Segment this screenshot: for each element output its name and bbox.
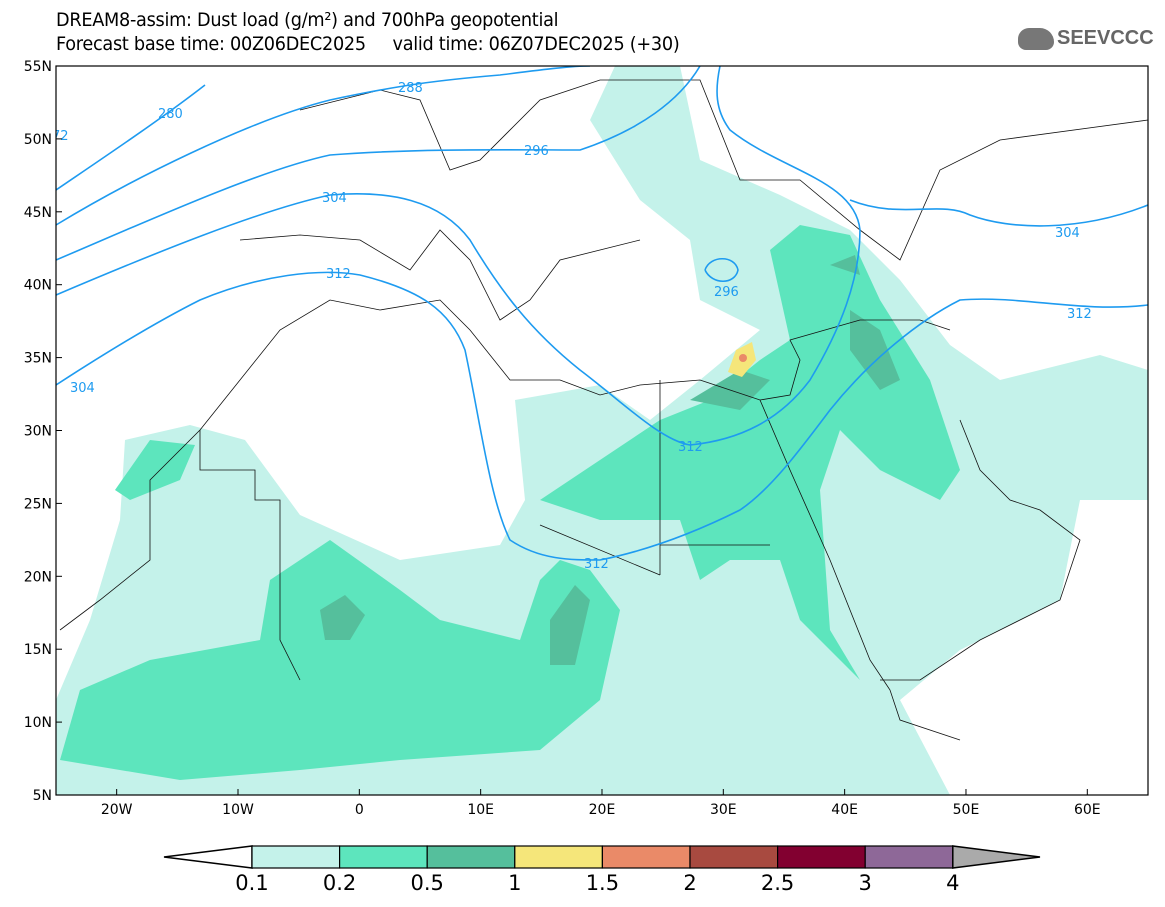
contour-label: 72 <box>52 129 69 144</box>
colorbar-label: 1 <box>508 871 522 895</box>
longitude-label: 50E <box>953 802 980 818</box>
contour-label: 296 <box>524 144 549 159</box>
colorbar-under-arrow <box>163 845 253 869</box>
contour-label: 312 <box>584 557 609 572</box>
colorbar-label: 3 <box>858 871 872 895</box>
longitude-label: 40E <box>831 802 858 818</box>
colorbar-label: 0.2 <box>322 871 357 895</box>
contour-labels: 280 288 296 304 312 312 296 304 312 312 … <box>52 81 1092 572</box>
colorbar <box>163 845 1041 869</box>
colorbar-label: 1.5 <box>585 871 620 895</box>
contour-label: 312 <box>326 267 351 282</box>
latitude-label: 40N <box>24 278 52 294</box>
longitude-label: 20W <box>101 802 133 818</box>
colorbar-label: 2.5 <box>760 871 795 895</box>
dust-level-1.5 <box>739 354 747 362</box>
latitude-label: 35N <box>24 351 52 367</box>
latitude-label: 55N <box>24 59 52 75</box>
geopotential-contours <box>56 66 1148 561</box>
contour-label: 280 <box>158 107 183 122</box>
contour-label: 312 <box>678 440 703 455</box>
longitude-labels: 20W 10W 0 10E 20E 30E 40E 50E 60E <box>101 789 1101 818</box>
seevccc-logo: SEEVCCC <box>1018 27 1154 50</box>
longitude-label: 0 <box>355 802 364 818</box>
contour-label: 304 <box>1055 226 1080 241</box>
latitude-label: 50N <box>24 132 52 148</box>
latitude-label: 45N <box>24 205 52 221</box>
latitude-label: 30N <box>24 424 52 440</box>
longitude-label: 20E <box>589 802 616 818</box>
longitude-label: 30E <box>710 802 737 818</box>
dust-level-0.2 <box>60 225 960 780</box>
latitude-label: 10N <box>24 715 52 731</box>
map-title: DREAM8-assim: Dust load (g/m²) and 700hP… <box>56 9 559 31</box>
colorbar-label: 0.1 <box>235 871 269 895</box>
logo-text: SEEVCCC <box>1057 27 1154 49</box>
colorbar-segment <box>601 845 691 869</box>
coastlines <box>59 79 1148 741</box>
colorbar-segment <box>339 845 428 869</box>
dust-field: 280 288 296 304 312 312 296 304 312 312 … <box>52 66 1148 795</box>
contour-label: 296 <box>714 285 739 300</box>
colorbar-segment <box>514 845 603 869</box>
colorbar-segment <box>426 845 516 869</box>
contour-label: 312 <box>1067 307 1092 322</box>
longitude-label: 10W <box>222 802 254 818</box>
latitude-label: 15N <box>24 642 52 658</box>
forecast-times: Forecast base time: 00Z06DEC2025 valid t… <box>56 33 680 55</box>
colorbar-segment <box>251 845 341 869</box>
colorbar-over-arrow <box>952 845 1041 869</box>
latitude-labels: 55N 50N 45N 40N 35N 30N 25N 20N 15N 10N 5N <box>24 59 62 804</box>
colorbar-segment <box>776 845 866 869</box>
colorbar-label: 2 <box>683 871 697 895</box>
cloud-icon <box>1018 27 1054 50</box>
longitude-label: 10E <box>467 802 494 818</box>
colorbar-segment <box>689 845 779 869</box>
contour-label: 304 <box>70 381 95 396</box>
latitude-label: 20N <box>24 569 52 585</box>
contour-label: 304 <box>322 191 347 206</box>
longitude-label: 60E <box>1074 802 1101 818</box>
colorbar-label: 4 <box>946 871 960 895</box>
colorbar-label: 0.5 <box>410 871 444 895</box>
colorbar-segment <box>864 845 954 869</box>
latitude-label: 25N <box>24 496 52 512</box>
latitude-label: 5N <box>33 788 52 804</box>
contour-label: 288 <box>398 81 423 96</box>
